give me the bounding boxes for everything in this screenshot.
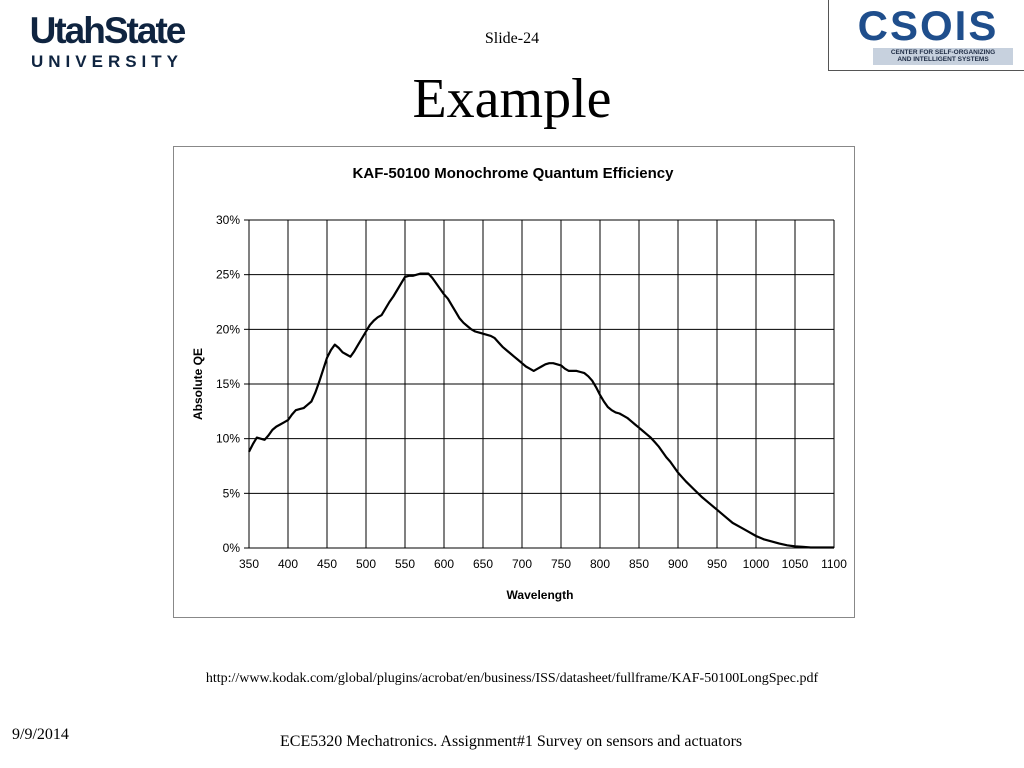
y-tick-label: 15% <box>216 377 240 391</box>
y-tick-label: 30% <box>216 213 240 227</box>
y-axis-label: Absolute QE <box>191 348 205 420</box>
slide-title: Example <box>412 68 612 130</box>
chart-grid <box>244 219 835 549</box>
usu-logo: UtahState UNIVERSITY <box>12 10 202 74</box>
chart-ticks: 350 400 450 500 550 600 650 700 750 800 850 900 950 1… <box>216 213 847 571</box>
x-tick-label: 350 <box>239 557 259 571</box>
x-tick-label: 1000 <box>743 557 770 571</box>
footer-text: ECE5320 Mechatronics. Assignment#1 Surve… <box>280 733 743 750</box>
x-tick-label: 850 <box>629 557 649 571</box>
x-tick-label: 750 <box>551 557 571 571</box>
csois-logo-subtitle: CENTER FOR SELF-ORGANIZING AND INTELLIGE… <box>873 48 1013 65</box>
x-tick-label: 1100 <box>821 557 847 571</box>
csois-logo-wordmark: CSOIS <box>857 2 999 49</box>
y-tick-label: 20% <box>216 322 240 336</box>
y-tick-label: 0% <box>223 541 241 555</box>
y-tick-label: 25% <box>216 268 240 282</box>
series-line <box>248 272 834 549</box>
usu-logo-subtitle: UNIVERSITY <box>30 52 184 71</box>
x-tick-label: 400 <box>278 557 298 571</box>
y-tick-label: 10% <box>216 432 240 446</box>
chart-series <box>248 272 834 549</box>
x-tick-label: 450 <box>317 557 337 571</box>
x-axis-label: Wavelength <box>507 588 574 602</box>
source-url[interactable]: http://www.kodak.com/global/plugins/acro… <box>205 671 819 686</box>
x-tick-label: 1050 <box>782 557 809 571</box>
qe-chart: KAF-50100 Monochrome Quantum Efficiency … <box>191 165 847 602</box>
x-tick-label: 500 <box>356 557 376 571</box>
chart-frame: KAF-50100 Monochrome Quantum Efficiency … <box>173 146 855 618</box>
csois-logo: CSOIS CENTER FOR SELF-ORGANIZING AND INT… <box>828 0 1024 71</box>
x-tick-label: 950 <box>707 557 727 571</box>
x-tick-label: 800 <box>590 557 610 571</box>
y-tick-label: 5% <box>223 486 241 500</box>
footer-date: 9/9/2014 <box>12 726 69 743</box>
x-tick-label: 600 <box>434 557 454 571</box>
x-tick-label: 650 <box>473 557 493 571</box>
csois-logo-subtitle-line2: AND INTELLIGENT SYSTEMS <box>897 56 989 63</box>
csois-logo-subtitle-line1: CENTER FOR SELF-ORGANIZING <box>890 49 996 56</box>
x-tick-label: 700 <box>512 557 532 571</box>
slide-number: Slide-24 <box>484 30 540 47</box>
usu-logo-wordmark: UtahState <box>29 10 187 51</box>
x-tick-label: 900 <box>668 557 688 571</box>
x-tick-label: 550 <box>395 557 415 571</box>
chart-title: KAF-50100 Monochrome Quantum Efficiency <box>353 165 675 182</box>
